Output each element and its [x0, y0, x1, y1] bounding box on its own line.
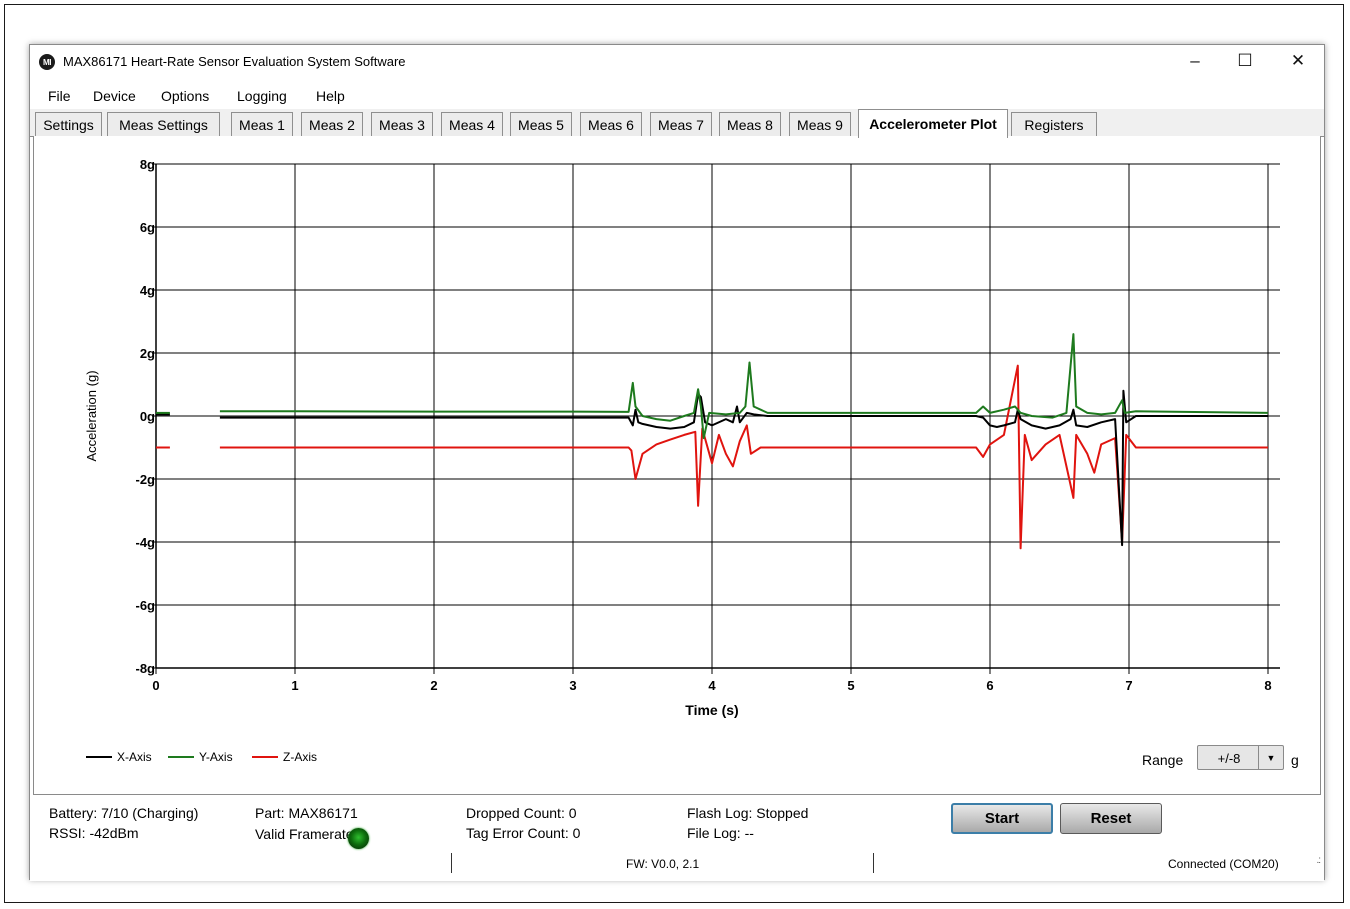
y-tick-label: -6g — [136, 598, 156, 613]
connection-status: Connected (COM20) — [1168, 857, 1279, 871]
legend-x-axis-line — [86, 756, 112, 758]
status-separator — [873, 853, 874, 873]
tab-accelerometer-plot[interactable]: Accelerometer Plot — [858, 109, 1008, 138]
accelerometer-chart: 0 1 2 3 4 5 6 7 8 -8g -6g -4g -2g 0g 2g 4g 6g 8g Time (s) A… — [84, 157, 1280, 718]
tab-meas-9[interactable]: Meas 9 — [789, 112, 851, 137]
x-tick-label: 0 — [152, 678, 159, 693]
tab-meas-settings[interactable]: Meas Settings — [107, 112, 220, 137]
rssi-status: RSSI: -42dBm — [49, 825, 139, 841]
legend-z-axis-line — [252, 756, 278, 758]
range-select[interactable]: +/-8 ▼ — [1197, 745, 1284, 770]
y-tick-label: -4g — [136, 535, 156, 550]
tag-error-count: Tag Error Count: 0 — [466, 825, 581, 841]
y-tick-label: 6g — [140, 220, 155, 235]
range-value: +/-8 — [1217, 751, 1241, 766]
x-tick-label: 4 — [708, 678, 716, 693]
tab-meas-6[interactable]: Meas 6 — [580, 112, 642, 137]
part-status: Part: MAX86171 — [255, 805, 358, 821]
dropped-count: Dropped Count: 0 — [466, 805, 577, 821]
menu-logging[interactable]: Logging — [237, 88, 287, 104]
valid-framerate-label: Valid Framerate: — [255, 826, 358, 842]
status-separator — [451, 853, 452, 873]
legend-y-axis: Y-Axis — [168, 750, 233, 764]
menu-bar: File Device Options Logging Help — [30, 81, 1324, 107]
tab-meas-3[interactable]: Meas 3 — [371, 112, 433, 137]
close-button[interactable]: ✕ — [1290, 51, 1306, 70]
y-tick-label: -2g — [136, 472, 156, 487]
x-tick-label: 8 — [1264, 678, 1271, 693]
app-logo-icon: MI — [39, 54, 55, 70]
reset-button[interactable]: Reset — [1060, 803, 1162, 834]
range-unit: g — [1291, 752, 1299, 768]
app-window: MI MAX86171 Heart-Rate Sensor Evaluation… — [29, 44, 1325, 881]
y-tick-label: 8g — [140, 157, 155, 172]
series-line-x-axis — [219, 389, 1268, 547]
plot-panel — [33, 136, 1321, 795]
tab-meas-4[interactable]: Meas 4 — [441, 112, 503, 137]
minimize-button[interactable]: – — [1190, 51, 1200, 70]
menu-options[interactable]: Options — [161, 88, 210, 104]
tab-meas-7[interactable]: Meas 7 — [650, 112, 712, 137]
legend-z-axis: Z-Axis — [252, 750, 317, 764]
tab-meas-1[interactable]: Meas 1 — [231, 112, 293, 137]
tab-meas-8[interactable]: Meas 8 — [719, 112, 781, 137]
flash-log-status: Flash Log: Stopped — [687, 805, 809, 821]
window-title: MAX86171 Heart-Rate Sensor Evaluation Sy… — [63, 54, 406, 69]
legend-y-axis-line — [168, 756, 194, 758]
legend-x-axis: X-Axis — [86, 750, 152, 764]
x-tick-label: 1 — [291, 678, 298, 693]
x-tick-label: 6 — [986, 678, 993, 693]
menu-device[interactable]: Device — [93, 88, 136, 104]
y-tick-label: -8g — [136, 661, 156, 676]
title-bar: MI MAX86171 Heart-Rate Sensor Evaluation… — [30, 45, 1324, 79]
y-tick-label: 0g — [140, 409, 155, 424]
menu-help[interactable]: Help — [316, 88, 345, 104]
tab-meas-2[interactable]: Meas 2 — [301, 112, 363, 137]
file-log-status: File Log: -- — [687, 825, 754, 841]
legend-y-axis-label: Y-Axis — [199, 750, 233, 764]
legend-z-axis-label: Z-Axis — [283, 750, 317, 764]
range-label: Range — [1142, 752, 1184, 768]
y-tick-label: 4g — [140, 283, 155, 298]
start-button[interactable]: Start — [951, 803, 1053, 834]
series-line-y-axis — [219, 333, 1269, 440]
tab-registers[interactable]: Registers — [1011, 112, 1097, 137]
x-tick-label: 2 — [430, 678, 437, 693]
status-bar: FW: V0.0, 2.1 Connected (COM20) — [30, 853, 1324, 879]
menu-file[interactable]: File — [48, 88, 71, 104]
x-tick-label: 7 — [1125, 678, 1132, 693]
resize-grip-icon[interactable]: .: — [1316, 855, 1320, 866]
tab-settings[interactable]: Settings — [35, 112, 102, 137]
screenshot-frame — [4, 4, 1344, 903]
y-tick-label: 2g — [140, 346, 155, 361]
x-tick-label: 3 — [569, 678, 576, 693]
x-tick-label: 5 — [847, 678, 854, 693]
chevron-down-icon[interactable]: ▼ — [1258, 746, 1283, 769]
y-axis-label: Acceleration (g) — [84, 370, 99, 461]
maximize-button[interactable]: ☐ — [1237, 51, 1253, 70]
tab-meas-5[interactable]: Meas 5 — [510, 112, 572, 137]
series-line-z-axis — [219, 364, 1268, 550]
x-axis-label: Time (s) — [685, 702, 738, 718]
firmware-version: FW: V0.0, 2.1 — [626, 857, 700, 871]
legend-x-axis-label: X-Axis — [117, 750, 152, 764]
battery-status: Battery: 7/10 (Charging) — [49, 805, 199, 821]
tab-bar: Settings Meas Settings Meas 1 Meas 2 Mea… — [30, 109, 1324, 138]
valid-framerate-led — [348, 828, 369, 849]
